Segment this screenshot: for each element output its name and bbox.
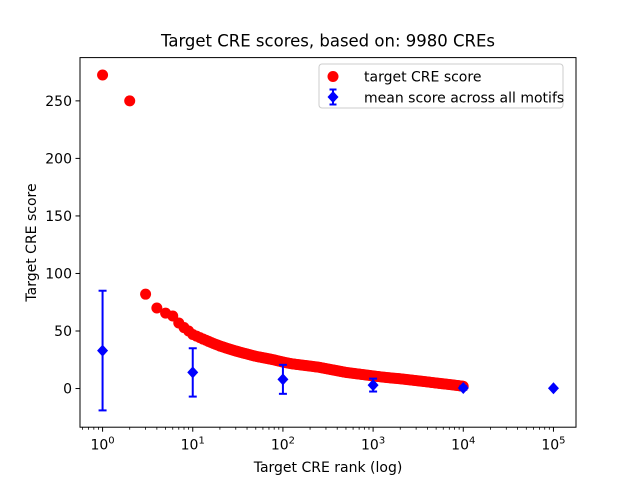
legend-frame [318, 63, 564, 109]
mean-score-point [277, 373, 289, 386]
mean-score-point [457, 381, 469, 394]
y-axis-label: Target CRE score [24, 183, 40, 302]
legend-marker-diamond-icon [327, 88, 339, 106]
x-tick-label: 103 [361, 436, 385, 454]
x-tick-label: 104 [451, 436, 475, 454]
x-tick-label: 100 [90, 436, 114, 454]
x-tick-label: 102 [271, 436, 295, 454]
target-score-point [124, 95, 136, 107]
legend-marker-circle-icon [327, 71, 339, 82]
y-tick-label: 100 [45, 266, 72, 282]
legend-label-target-score: target CRE score [364, 70, 481, 86]
series-mean-score [97, 289, 559, 412]
y-tick-label: 50 [54, 324, 72, 340]
y-tick-label: 250 [45, 94, 72, 110]
mean-score-point [547, 382, 559, 395]
axis-tick-labels: 0 50 100 150 200 250 100 101 102 103 104 105 [45, 94, 565, 454]
chart-title: Target CRE scores, based on: 9980 CREs [160, 32, 495, 51]
y-tick-label: 150 [45, 209, 72, 225]
y-tick-label: 0 [63, 382, 72, 398]
mean-score-point [367, 379, 379, 392]
mean-score-point [187, 366, 199, 379]
x-tick-label: 105 [541, 436, 565, 454]
target-score-point [97, 69, 109, 81]
target-score-point [151, 302, 163, 314]
legend-label-mean-score: mean score across all motifs [364, 91, 564, 107]
mean-score-point [97, 344, 109, 357]
y-tick-label: 200 [45, 151, 72, 167]
target-score-point [140, 288, 152, 300]
plot-border [79, 57, 577, 428]
axis-ticks [75, 100, 554, 432]
x-tick-label: 101 [181, 436, 205, 454]
legend: target CRE score mean score across all m… [318, 63, 564, 109]
x-axis-label: Target CRE rank (log) [253, 460, 403, 476]
